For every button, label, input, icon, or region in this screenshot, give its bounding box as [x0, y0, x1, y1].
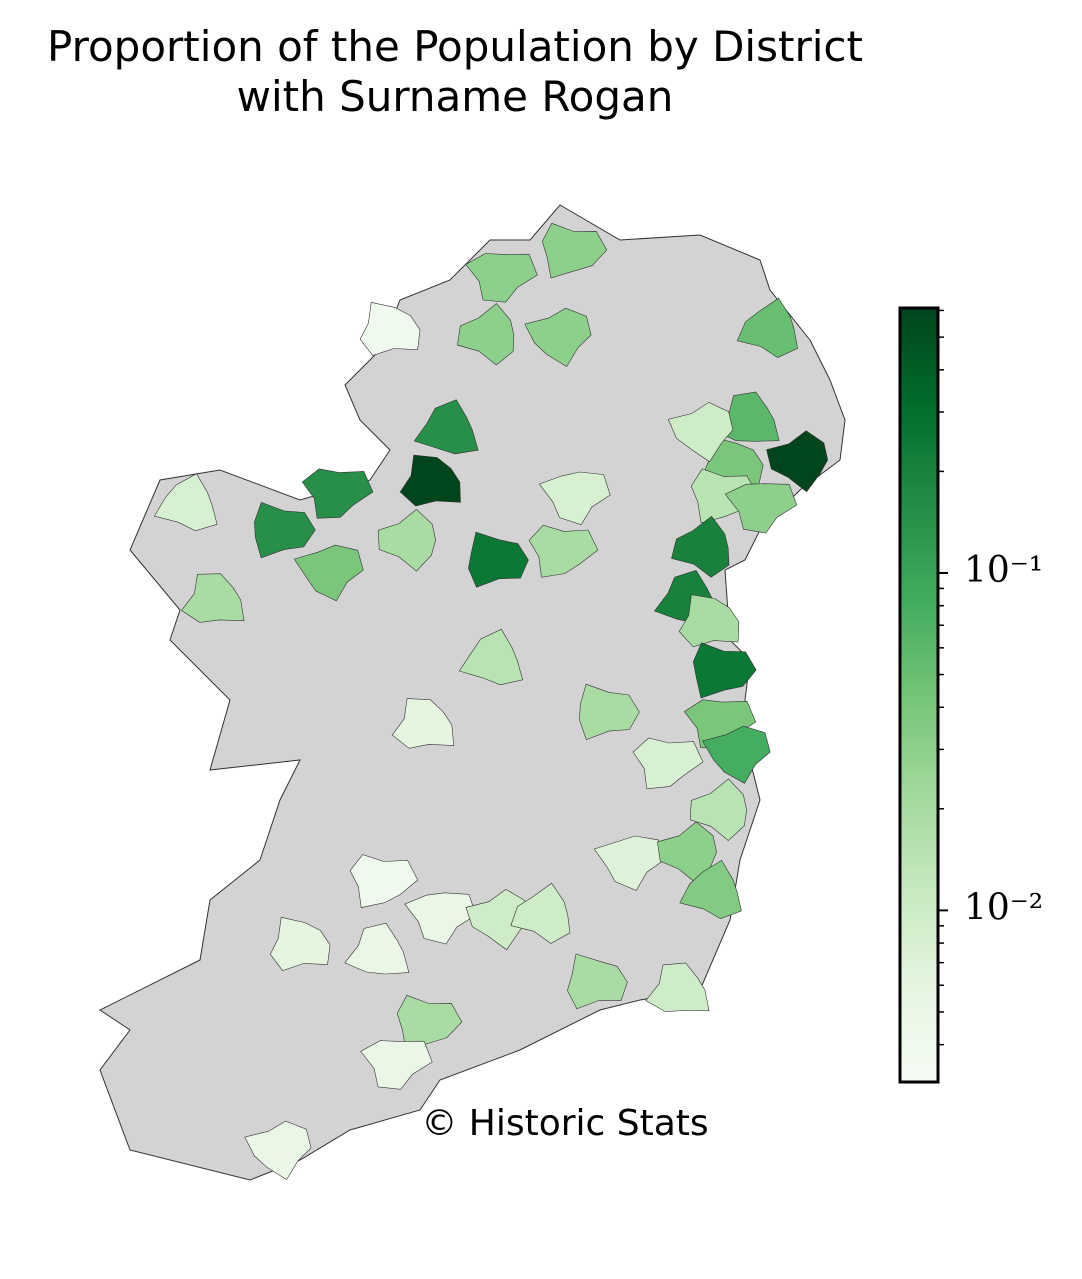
district [399, 454, 461, 507]
district [736, 297, 798, 359]
district [632, 737, 704, 790]
district [579, 683, 640, 740]
district [468, 531, 529, 588]
colorbar: 10⁻¹ 10⁻² [898, 306, 1043, 1084]
district [293, 544, 364, 602]
district [465, 253, 538, 303]
district [413, 399, 479, 455]
district [593, 835, 665, 891]
district [458, 628, 524, 686]
annotation: © Historic Stats [421, 1103, 708, 1144]
district [567, 953, 628, 1010]
district [538, 471, 611, 526]
district [689, 778, 748, 841]
district [154, 473, 218, 532]
district [524, 307, 592, 368]
district [377, 509, 436, 572]
district [359, 302, 421, 356]
district [679, 859, 742, 920]
district [269, 916, 331, 971]
district [181, 573, 245, 623]
chart-title: Proportion of the Population by District… [47, 22, 863, 121]
district [349, 854, 419, 908]
district [244, 1120, 312, 1181]
colorbar-tick-label: 10⁻² [964, 887, 1043, 928]
district [457, 303, 515, 366]
island-outline [99, 204, 846, 1181]
district [301, 468, 374, 519]
district [360, 1040, 433, 1090]
district [724, 483, 798, 534]
colorbar-fill [898, 306, 940, 1084]
district [541, 222, 608, 279]
district [391, 698, 455, 749]
district [344, 922, 410, 975]
district [692, 642, 757, 699]
district [254, 502, 316, 559]
district [671, 515, 730, 578]
district [645, 962, 710, 1012]
district [702, 725, 771, 784]
district [465, 889, 530, 951]
district [404, 892, 477, 945]
district [667, 401, 734, 463]
district [766, 430, 829, 493]
district [396, 994, 463, 1051]
colorbar-tick-label: 10⁻¹ [964, 550, 1043, 591]
district [510, 882, 571, 944]
district [678, 594, 740, 648]
district [528, 524, 599, 578]
regions [154, 222, 829, 1181]
